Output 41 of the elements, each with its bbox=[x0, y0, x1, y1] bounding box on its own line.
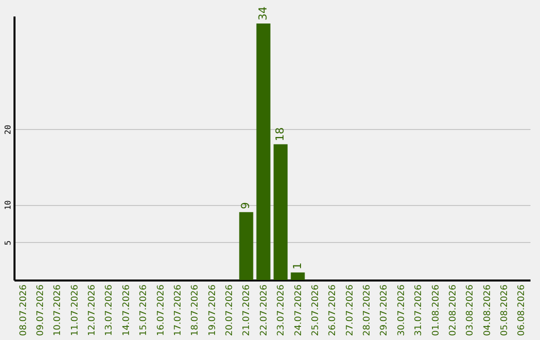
x-tick-label: 16.07.2026 bbox=[156, 284, 166, 336]
x-tick-label: 04.08.2026 bbox=[482, 284, 493, 336]
x-tick-label: 28.07.2026 bbox=[362, 284, 373, 336]
x-tick-label: 02.08.2026 bbox=[448, 284, 458, 336]
y-tick-label: 20 bbox=[4, 124, 12, 134]
x-tick-label: 20.07.2026 bbox=[225, 284, 236, 336]
x-tick-label: 10.07.2026 bbox=[53, 284, 64, 336]
data-label: 18 bbox=[274, 127, 287, 142]
x-tick-label: 23.07.2026 bbox=[276, 284, 287, 336]
bar bbox=[274, 144, 288, 280]
bar bbox=[290, 272, 305, 280]
x-tick-label: 03.08.2026 bbox=[466, 284, 476, 336]
x-tick-label: 26.07.2026 bbox=[328, 284, 338, 336]
x-tick-label: 19.07.2026 bbox=[208, 284, 218, 336]
data-label: 9 bbox=[239, 202, 252, 210]
x-tick-label: 31.07.2026 bbox=[414, 284, 424, 336]
x-tick-label: 17.07.2026 bbox=[173, 284, 184, 336]
x-tick-label: 18.07.2026 bbox=[190, 284, 201, 336]
data-label: 1 bbox=[290, 262, 304, 270]
x-tick-label: 06.08.2026 bbox=[517, 284, 528, 336]
x-tick-label: 12.07.2026 bbox=[88, 284, 98, 336]
x-tick-label: 09.07.2026 bbox=[36, 284, 46, 336]
x-tick-label: 24.07.2026 bbox=[294, 284, 304, 336]
y-tick-label: 5 bbox=[4, 240, 12, 246]
y-tick-label: 10 bbox=[4, 200, 12, 210]
bar bbox=[239, 212, 254, 280]
x-tick-label: 05.08.2026 bbox=[500, 284, 510, 336]
x-tick-label: 11.07.2026 bbox=[70, 284, 80, 336]
x-tick-label: 27.07.2026 bbox=[345, 284, 356, 336]
x-tick-label: 25.07.2026 bbox=[310, 284, 321, 336]
x-tick-label: 22.07.2026 bbox=[259, 284, 270, 336]
x-tick-label: 15.07.2026 bbox=[139, 284, 150, 336]
x-tick-label: 14.07.2026 bbox=[122, 284, 132, 336]
data-label: 34 bbox=[256, 6, 270, 21]
x-tick-label: 30.07.2026 bbox=[396, 284, 407, 336]
x-tick-label: 29.07.2026 bbox=[380, 284, 390, 336]
x-tick-label: 08.07.2026 bbox=[18, 284, 29, 336]
x-tick-label: 21.07.2026 bbox=[242, 284, 252, 336]
x-tick-label: 13.07.2026 bbox=[104, 284, 115, 336]
x-tick-label: 01.08.2026 bbox=[431, 284, 442, 336]
bar bbox=[256, 24, 270, 280]
